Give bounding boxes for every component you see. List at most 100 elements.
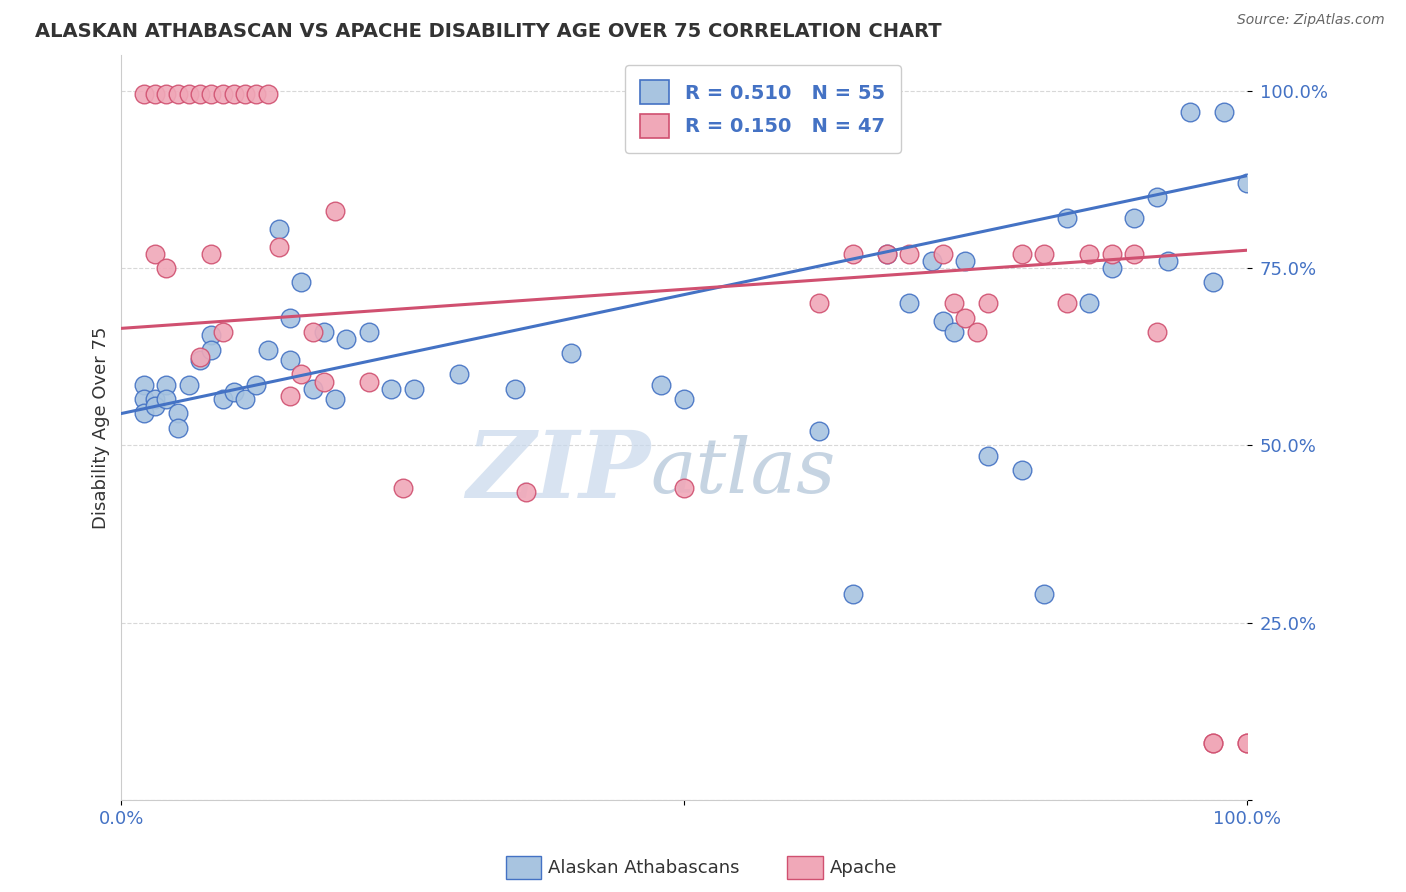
Point	[977, 296, 1000, 310]
Point	[943, 325, 966, 339]
Point	[921, 254, 943, 268]
Point	[1056, 296, 1078, 310]
Point	[1011, 463, 1033, 477]
Point	[1213, 104, 1236, 119]
Point	[966, 325, 988, 339]
Point	[143, 400, 166, 414]
Point	[1202, 275, 1225, 289]
Point	[245, 87, 267, 102]
Point	[357, 325, 380, 339]
Point	[267, 222, 290, 236]
Point	[560, 346, 582, 360]
Point	[842, 587, 865, 601]
Point	[932, 247, 955, 261]
Point	[278, 310, 301, 325]
Point	[672, 481, 695, 495]
Text: Alaskan Athabascans: Alaskan Athabascans	[548, 859, 740, 877]
Point	[1180, 104, 1202, 119]
Point	[211, 325, 233, 339]
Text: atlas: atlas	[650, 435, 835, 509]
Point	[211, 392, 233, 407]
Point	[177, 87, 200, 102]
Point	[188, 87, 211, 102]
Point	[155, 392, 177, 407]
Point	[188, 353, 211, 368]
Point	[200, 87, 222, 102]
Point	[155, 378, 177, 392]
Text: Apache: Apache	[830, 859, 897, 877]
Legend: R = 0.510   N = 55, R = 0.150   N = 47: R = 0.510 N = 55, R = 0.150 N = 47	[624, 65, 901, 153]
Point	[301, 325, 323, 339]
Text: ZIP: ZIP	[465, 427, 650, 517]
Point	[200, 343, 222, 357]
Point	[143, 247, 166, 261]
Point	[301, 382, 323, 396]
Point	[1236, 736, 1258, 750]
Point	[1123, 247, 1146, 261]
Point	[177, 378, 200, 392]
Point	[278, 389, 301, 403]
Text: Source: ZipAtlas.com: Source: ZipAtlas.com	[1237, 13, 1385, 28]
Point	[166, 420, 188, 434]
Point	[402, 382, 425, 396]
Point	[256, 87, 278, 102]
Point	[143, 87, 166, 102]
Point	[672, 392, 695, 407]
Point	[515, 484, 537, 499]
Point	[447, 368, 470, 382]
Point	[143, 392, 166, 407]
Point	[1101, 260, 1123, 275]
Point	[233, 392, 256, 407]
Y-axis label: Disability Age Over 75: Disability Age Over 75	[93, 326, 110, 529]
Point	[380, 382, 402, 396]
Point	[1101, 247, 1123, 261]
Text: ALASKAN ATHABASCAN VS APACHE DISABILITY AGE OVER 75 CORRELATION CHART: ALASKAN ATHABASCAN VS APACHE DISABILITY …	[35, 22, 942, 41]
Point	[211, 87, 233, 102]
Point	[650, 378, 672, 392]
Point	[222, 87, 245, 102]
Point	[955, 310, 977, 325]
Point	[323, 204, 346, 219]
Point	[503, 382, 526, 396]
Point	[1236, 736, 1258, 750]
Point	[200, 328, 222, 343]
Point	[166, 87, 188, 102]
Point	[876, 247, 898, 261]
Point	[1033, 587, 1056, 601]
Point	[808, 296, 831, 310]
Point	[132, 392, 155, 407]
Point	[932, 314, 955, 328]
Point	[1033, 247, 1056, 261]
Point	[1123, 211, 1146, 226]
Point	[278, 353, 301, 368]
Point	[312, 325, 335, 339]
Point	[290, 275, 312, 289]
Point	[898, 247, 921, 261]
Point	[808, 424, 831, 438]
Point	[1236, 176, 1258, 190]
Point	[245, 378, 267, 392]
Point	[290, 368, 312, 382]
Point	[256, 343, 278, 357]
Point	[233, 87, 256, 102]
Point	[132, 407, 155, 421]
Point	[155, 260, 177, 275]
Point	[391, 481, 413, 495]
Point	[842, 247, 865, 261]
Point	[1011, 247, 1033, 261]
Point	[188, 350, 211, 364]
Point	[977, 449, 1000, 463]
Point	[132, 87, 155, 102]
Point	[943, 296, 966, 310]
Point	[357, 375, 380, 389]
Point	[898, 296, 921, 310]
Point	[200, 247, 222, 261]
Point	[1146, 325, 1168, 339]
Point	[132, 378, 155, 392]
Point	[1157, 254, 1180, 268]
Point	[876, 247, 898, 261]
Point	[1202, 736, 1225, 750]
Point	[312, 375, 335, 389]
Point	[1202, 736, 1225, 750]
Point	[1078, 296, 1101, 310]
